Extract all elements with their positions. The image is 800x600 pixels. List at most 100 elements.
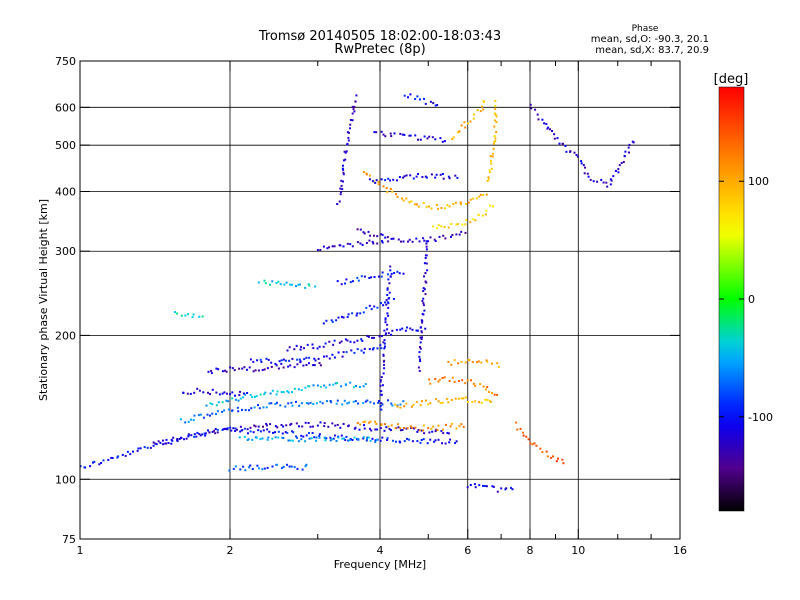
data-point	[319, 249, 322, 251]
data-point	[159, 441, 162, 444]
data-point	[297, 283, 300, 286]
data-point	[415, 401, 418, 403]
data-point	[426, 442, 429, 445]
data-point	[463, 121, 466, 124]
data-point	[384, 321, 387, 324]
data-point	[300, 434, 303, 437]
data-point	[534, 108, 537, 111]
data-point	[369, 427, 371, 430]
data-point	[478, 401, 481, 404]
data-point	[209, 393, 211, 396]
data-point	[623, 154, 626, 157]
data-point	[373, 305, 376, 308]
data-point	[428, 205, 430, 208]
data-point	[342, 164, 344, 167]
data-point	[402, 272, 405, 275]
data-point	[192, 313, 195, 316]
data-point	[296, 358, 299, 361]
data-point	[482, 194, 485, 196]
data-point	[438, 235, 441, 238]
data-point	[352, 108, 355, 111]
data-point	[198, 433, 201, 436]
data-point	[325, 386, 328, 389]
data-point	[409, 425, 412, 428]
data-point	[429, 402, 432, 405]
data-point	[356, 241, 359, 244]
data-point	[304, 465, 307, 468]
data-point	[455, 233, 458, 236]
data-point	[575, 154, 578, 156]
data-point	[275, 281, 278, 284]
data-point	[446, 432, 449, 434]
data-point	[355, 94, 358, 97]
data-point	[425, 242, 428, 245]
data-point	[263, 393, 266, 396]
data-point	[280, 391, 283, 393]
data-point	[392, 237, 395, 240]
axes: 1 2 4 6 8 10 16 75 100 200 300 400 500 600 750	[55, 55, 687, 557]
data-point	[377, 183, 380, 186]
data-point	[205, 404, 208, 407]
data-point	[316, 347, 319, 350]
data-point	[433, 238, 436, 241]
data-point	[375, 438, 378, 441]
data-point	[387, 302, 390, 305]
data-point	[496, 490, 499, 493]
data-point	[362, 402, 365, 404]
data-point	[301, 468, 304, 471]
data-point	[309, 425, 312, 428]
x-axis-label: Frequency [MHz]	[334, 558, 426, 571]
data-point	[295, 422, 298, 425]
data-point	[354, 426, 357, 429]
data-point	[481, 105, 484, 108]
data-point	[421, 176, 424, 178]
data-point	[351, 312, 354, 315]
data-point	[261, 369, 264, 371]
data-point	[394, 403, 397, 406]
data-point	[606, 185, 609, 188]
data-point	[368, 348, 371, 351]
data-point	[174, 311, 176, 314]
data-point	[304, 421, 307, 424]
data-point	[417, 205, 420, 208]
data-point	[419, 341, 422, 344]
data-point	[368, 277, 371, 279]
data-point	[326, 247, 329, 250]
data-point	[416, 95, 419, 98]
data-point	[474, 400, 477, 403]
data-point	[318, 433, 321, 436]
data-point	[276, 390, 279, 393]
data-point	[323, 384, 326, 387]
data-point	[434, 439, 437, 442]
data-point	[92, 461, 94, 464]
data-point	[284, 359, 287, 362]
data-point	[529, 442, 532, 445]
data-point	[308, 362, 310, 365]
data-point	[408, 134, 411, 137]
data-point	[339, 244, 342, 247]
data-point	[382, 353, 385, 356]
data-point	[359, 228, 362, 231]
data-point	[408, 201, 411, 204]
data-point	[263, 368, 266, 371]
data-point	[431, 430, 434, 433]
data-point	[385, 299, 388, 302]
data-point	[399, 406, 402, 409]
data-point	[341, 315, 343, 318]
data-point	[289, 439, 292, 442]
data-point	[285, 281, 288, 284]
data-point	[427, 427, 430, 430]
data-point	[492, 147, 495, 150]
data-point	[405, 197, 408, 200]
data-point	[460, 124, 463, 127]
data-point	[428, 135, 431, 138]
data-point	[527, 438, 530, 441]
data-point	[580, 160, 583, 163]
data-point	[407, 96, 409, 99]
data-point	[461, 379, 464, 382]
data-point	[535, 444, 538, 447]
data-point	[424, 254, 427, 257]
data-point	[356, 312, 359, 315]
data-point	[405, 427, 408, 430]
data-point	[340, 385, 343, 388]
